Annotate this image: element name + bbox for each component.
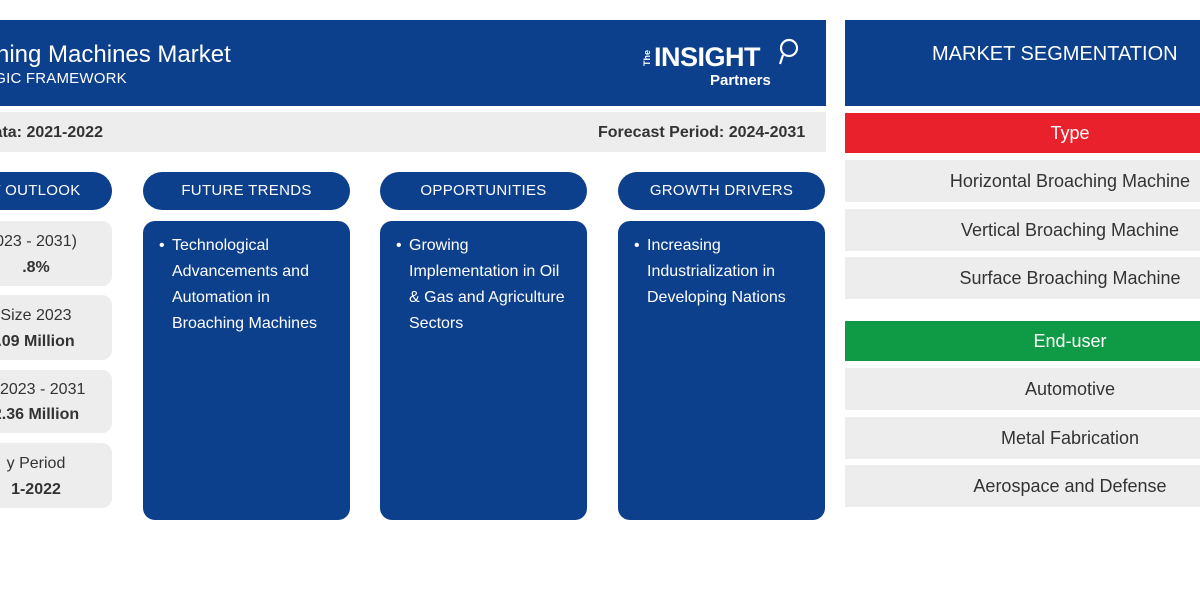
opportunities-pill: OPPORTUNITIES [380,172,587,210]
growth-drivers-card: • Increasing Industrialization in Develop… [618,221,825,520]
type-category-bar: Type [845,113,1200,153]
report-header [0,20,826,106]
outlook-cagr-value: .8% [22,259,50,276]
segment-automotive: Automotive [845,368,1200,410]
market-outlook-pill: T OUTLOOK [0,172,112,210]
forecast-period-label: Forecast Period: 2024-2031 [598,124,806,141]
outlook-history-value: 1-2022 [11,481,61,498]
outlook-cagr-label: 023 - 2031) [0,233,77,250]
opportunities-card: • Growing Implementation in Oil & Gas and… [380,221,587,520]
end-user-category-label: End-user [1033,331,1107,351]
opportunities-text: Growing Implementation in Oil & Gas and … [409,237,565,332]
end-user-category-bar: End-user [845,321,1200,361]
outlook-revenue-label: e 2023 - 2031 [0,381,86,398]
outlook-cagr-box: 023 - 2031) .8% [0,221,112,286]
segment-label: Aerospace and Defense [973,476,1167,496]
logo-the-text: The [642,49,652,66]
outlook-history-box: y Period 1-2022 [0,443,112,508]
outlook-market-size-value: .09 Million [0,333,75,350]
future-trends-card: • Technological Advancements and Automati… [143,221,350,520]
future-trends-text: Technological Advancements and Automatio… [172,237,317,332]
segment-aerospace-defense: Aerospace and Defense [845,465,1200,507]
segment-label: Horizontal Broaching Machine [949,171,1191,191]
segment-label: Vertical Broaching Machine [960,220,1180,240]
outlook-market-size-label: Size 2023 [0,307,72,324]
logo-bulb-icon [778,38,799,65]
segment-horizontal-broaching: Horizontal Broaching Machine [845,160,1200,202]
segment-label: Surface Broaching Machine [959,268,1181,288]
market-segmentation-header: MARKET SEGMENTATION [845,20,1200,106]
insight-partners-logo: The INSIGHT Partners [642,38,802,94]
growth-drivers-text: Increasing Industrialization in Developi… [647,237,786,306]
type-category-label: Type [1050,123,1090,143]
segment-metal-fabrication: Metal Fabrication [845,417,1200,459]
future-trends-pill: FUTURE TRENDS [143,172,350,210]
report-subtitle: EGIC FRAMEWORK [0,70,127,87]
outlook-market-size-box: Size 2023 .09 Million [0,295,112,360]
logo-insight-text: INSIGHT [654,42,761,72]
segment-label: Metal Fabrication [1000,428,1140,448]
segment-vertical-broaching: Vertical Broaching Machine [845,209,1200,251]
outlook-revenue-value: 2.36 Million [0,406,80,423]
historical-data-label: Data: 2021-2022 [0,124,103,141]
report-title: ching Machines Market [0,41,231,68]
logo-partners-text: Partners [710,72,771,89]
segment-surface-broaching: Surface Broaching Machine [845,257,1200,299]
info-bar [0,112,826,152]
segment-label: Automotive [1024,379,1116,399]
outlook-revenue-box: e 2023 - 2031 2.36 Million [0,370,112,433]
growth-drivers-pill: GROWTH DRIVERS [618,172,825,210]
outlook-history-label: y Period [6,455,66,472]
